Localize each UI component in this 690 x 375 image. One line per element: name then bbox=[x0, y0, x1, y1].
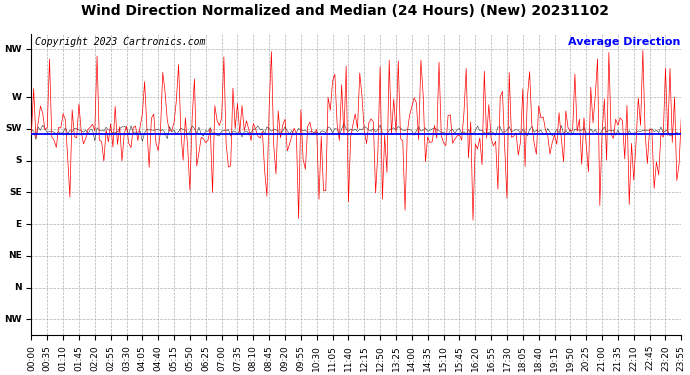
Text: Copyright 2023 Cartronics.com: Copyright 2023 Cartronics.com bbox=[34, 37, 205, 46]
Text: Average Direction: Average Direction bbox=[568, 37, 680, 46]
Text: Wind Direction Normalized and Median (24 Hours) (New) 20231102: Wind Direction Normalized and Median (24… bbox=[81, 4, 609, 18]
